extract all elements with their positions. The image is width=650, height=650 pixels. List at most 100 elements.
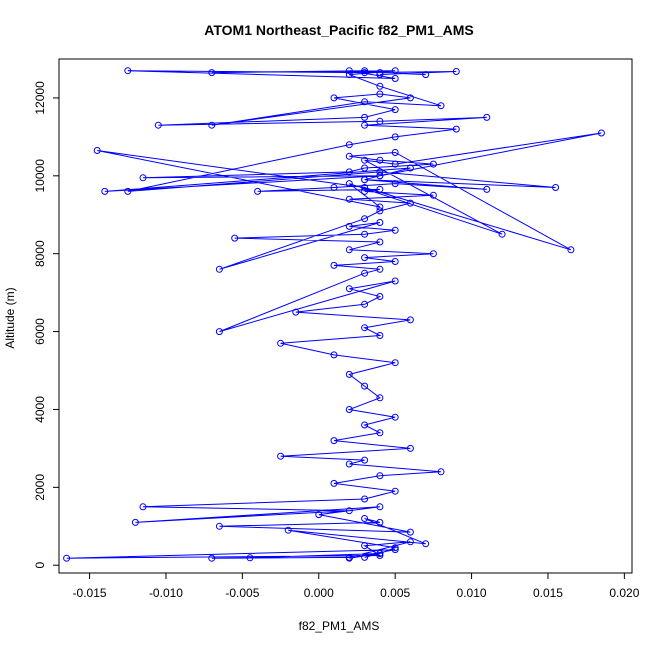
data-point — [391, 133, 399, 141]
data-point — [391, 487, 399, 495]
data-point — [391, 180, 399, 188]
data-point — [215, 328, 223, 336]
data-point — [391, 359, 399, 367]
data-point — [376, 332, 384, 339]
chart-title: ATOM1 Northeast_Pacific f82_PM1_AMS — [204, 22, 473, 38]
data-point — [376, 429, 384, 437]
x-tick-label: 0.020 — [609, 586, 639, 600]
data-point — [208, 121, 216, 129]
data-point — [376, 203, 384, 211]
data-point — [391, 258, 399, 265]
data-point — [429, 191, 437, 199]
data-point — [361, 456, 369, 464]
data-point — [376, 172, 384, 180]
data-point — [567, 246, 575, 254]
data-point — [376, 71, 384, 79]
data-point — [361, 324, 369, 332]
y-tick-label: 12000 — [33, 81, 47, 115]
data-point — [376, 394, 384, 402]
data-point — [254, 187, 262, 195]
data-point — [391, 277, 399, 285]
data-point — [376, 293, 384, 300]
data-point — [361, 269, 369, 277]
data-point — [483, 185, 491, 193]
data-point — [345, 222, 353, 230]
data-point — [231, 234, 239, 242]
y-axis: 0 2000 4000 6000 8000 10000 12000 — [33, 81, 60, 569]
data-point — [361, 113, 369, 121]
data-point — [452, 125, 460, 133]
data-point — [437, 468, 445, 476]
data-point — [345, 168, 353, 176]
data-point — [345, 141, 353, 149]
data-point — [376, 156, 384, 164]
data-point — [429, 250, 437, 258]
data-point — [376, 219, 384, 226]
data-point — [422, 540, 430, 548]
data-point — [391, 413, 399, 421]
data-point — [361, 184, 369, 191]
data-point — [376, 185, 384, 193]
data-point — [154, 121, 162, 129]
data-point — [376, 503, 384, 511]
y-tick-label: 2000 — [33, 474, 47, 501]
x-tick-label: 0.005 — [380, 586, 410, 600]
data-point — [376, 90, 384, 98]
data-point — [422, 71, 430, 79]
y-tick-label: 6000 — [33, 318, 47, 345]
data-point — [376, 117, 384, 125]
data-point — [215, 522, 223, 530]
y-tick-label: 10000 — [33, 159, 47, 193]
data-point — [330, 94, 338, 102]
data-point — [330, 437, 338, 445]
data-point — [361, 156, 369, 164]
data-point — [131, 518, 139, 526]
x-axis: -0.015 -0.010 -0.005 0.000 0.005 0.010 0.015 0.… — [73, 572, 640, 600]
data-point — [361, 121, 369, 129]
data-point — [330, 261, 338, 269]
data-point — [376, 69, 384, 77]
data-point — [391, 160, 399, 168]
data-point — [284, 526, 292, 534]
data-point — [139, 174, 147, 182]
data-point — [376, 168, 384, 176]
x-axis-label: f82_PM1_AMS — [299, 619, 380, 633]
data-point — [330, 479, 338, 487]
data-point — [345, 67, 353, 75]
data-point — [376, 265, 384, 273]
data-point — [345, 285, 353, 293]
data-point — [376, 238, 384, 246]
data-point — [406, 528, 414, 536]
data-point — [361, 382, 369, 390]
x-tick-label: -0.015 — [73, 586, 107, 600]
data-point — [361, 69, 369, 77]
data-point — [391, 149, 399, 156]
y-axis-label: Altitude (m) — [3, 287, 17, 348]
data-point — [406, 316, 414, 324]
data-point — [292, 308, 300, 316]
data-point — [345, 406, 353, 413]
data-point — [361, 176, 369, 184]
data-point — [124, 67, 132, 75]
data-point — [330, 184, 338, 191]
data-point — [361, 553, 369, 561]
data-point — [376, 82, 384, 90]
data-point — [361, 300, 369, 308]
data-point — [361, 164, 369, 172]
data-point — [361, 254, 369, 262]
data-point — [330, 351, 338, 359]
data-point — [345, 370, 353, 378]
data-point — [391, 544, 399, 552]
data-point — [345, 460, 353, 468]
data-point — [345, 507, 353, 515]
x-tick-label: 0.015 — [533, 586, 563, 600]
data-point — [429, 160, 437, 168]
data-point — [345, 195, 353, 203]
data-point — [93, 147, 101, 154]
data-point — [277, 452, 285, 460]
data-point — [376, 550, 384, 557]
data-point — [376, 518, 384, 526]
data-point — [361, 98, 369, 106]
x-tick-label: -0.005 — [225, 586, 259, 600]
